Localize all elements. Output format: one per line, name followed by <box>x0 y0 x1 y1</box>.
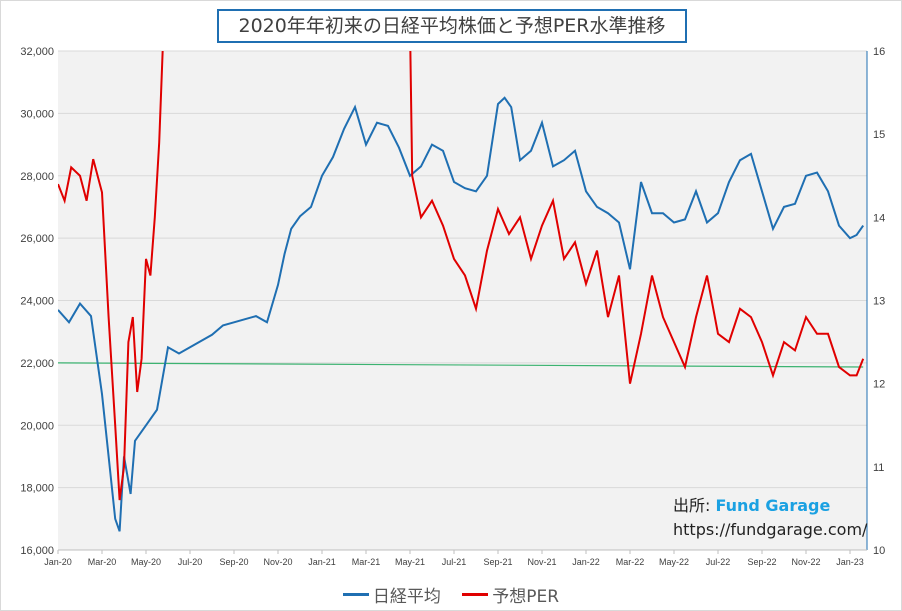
legend-item-per: 予想PER <box>462 582 559 607</box>
chart-title: 2020年年初来の日経平均株価と予想PER水準推移 <box>217 9 687 43</box>
y-right-tick-label: 14 <box>873 212 885 224</box>
y-right-tick-label: 10 <box>873 545 885 557</box>
x-tick-label: Jan-22 <box>572 557 600 567</box>
y-left-tick-label: 26,000 <box>20 233 54 245</box>
x-tick-label: Jan-23 <box>836 557 864 567</box>
x-tick-label: Jan-21 <box>308 557 336 567</box>
y-right-tick-label: 13 <box>873 296 885 308</box>
x-tick-label: Jan-20 <box>44 557 72 567</box>
x-tick-label: Mar-21 <box>352 557 381 567</box>
legend-label: 日経平均 <box>372 587 441 607</box>
source-brand: Fund Garage <box>715 496 831 515</box>
y-right-tick-label: 11 <box>873 462 884 474</box>
legend-label: 予想PER <box>492 587 560 607</box>
y-right-tick-label: 15 <box>873 129 885 141</box>
x-tick-label: May-21 <box>395 557 425 567</box>
x-tick-label: Sep-22 <box>747 557 776 567</box>
x-tick-label: Jul-22 <box>706 557 731 567</box>
y-left-tick-label: 16,000 <box>20 545 54 557</box>
legend-swatch <box>462 593 489 596</box>
x-tick-label: Sep-21 <box>483 557 512 567</box>
x-tick-label: Nov-20 <box>263 557 292 567</box>
x-tick-label: May-22 <box>659 557 689 567</box>
x-tick-label: Nov-21 <box>527 557 556 567</box>
x-tick-label: Mar-20 <box>88 557 117 567</box>
legend: 日経平均 予想PER <box>1 581 901 607</box>
y-left-tick-label: 30,000 <box>20 108 54 120</box>
source-url: https://fundgarage.com/ <box>673 520 868 539</box>
source-note: 出所: Fund Garage https://fundgarage.com/ <box>673 494 867 542</box>
y-right-tick-label: 12 <box>873 379 885 391</box>
y-right-tick-label: 16 <box>873 46 885 58</box>
source-label: 出所: <box>673 496 716 515</box>
y-left-tick-label: 32,000 <box>20 46 54 58</box>
y-left-tick-label: 20,000 <box>20 420 54 432</box>
x-tick-label: Sep-20 <box>219 557 248 567</box>
series-line-per <box>58 51 865 501</box>
x-tick-label: Jul-21 <box>442 557 467 567</box>
x-tick-label: May-20 <box>131 557 161 567</box>
series-line-avg-per <box>58 362 864 368</box>
y-left-tick-label: 24,000 <box>20 296 54 308</box>
y-left-tick-label: 18,000 <box>20 483 54 495</box>
legend-swatch <box>342 593 369 596</box>
x-tick-label: Mar-22 <box>616 557 645 567</box>
legend-item-nikkei: 日経平均 <box>342 582 441 607</box>
y-left-tick-label: 22,000 <box>20 358 54 370</box>
x-tick-label: Nov-22 <box>791 557 820 567</box>
y-left-tick-label: 28,000 <box>20 171 54 183</box>
x-tick-label: Jul-20 <box>178 557 203 567</box>
series-line-nikkei <box>58 96 865 532</box>
